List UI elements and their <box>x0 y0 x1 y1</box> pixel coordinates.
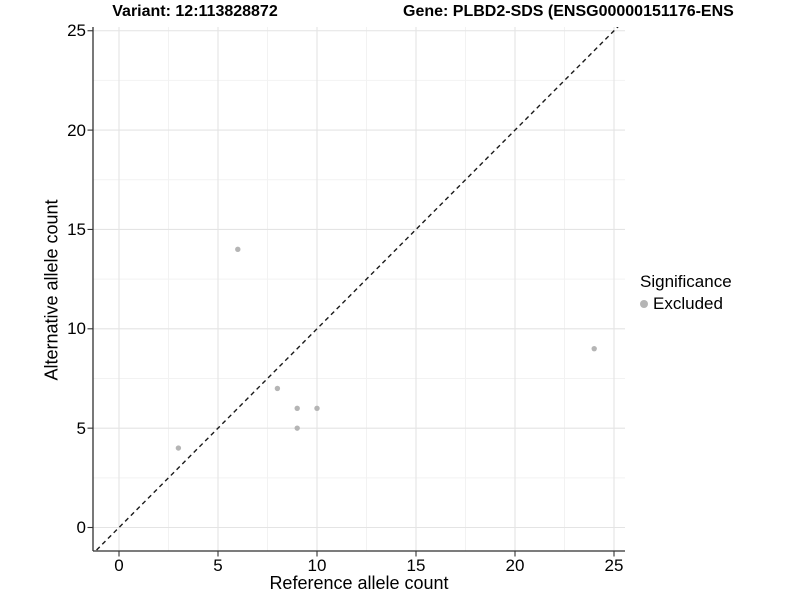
legend-item-label: Excluded <box>653 294 723 313</box>
y-tick-label: 10 <box>67 319 86 339</box>
identity-line <box>94 27 619 551</box>
data-point <box>274 385 281 392</box>
x-tick-label: 20 <box>505 556 525 575</box>
y-tick-label: 0 <box>76 518 86 537</box>
data-point <box>235 246 241 253</box>
x-axis-title: Reference allele count <box>269 573 449 593</box>
data-point <box>175 445 182 451</box>
legend-title: Significance <box>640 272 732 291</box>
plot-title-variant: Variant: 12:113828872 <box>112 3 278 20</box>
x-tick-label: 15 <box>406 556 426 575</box>
x-tick-label: 10 <box>307 556 327 575</box>
y-tick-label: 5 <box>76 418 86 438</box>
data-point <box>294 425 300 431</box>
data-point <box>591 345 597 352</box>
plot-panel <box>87 27 625 557</box>
legend: Significance Excluded <box>640 271 732 314</box>
y-tick-label: 15 <box>67 219 86 239</box>
y-tick-label: 25 <box>67 21 86 41</box>
x-tick-label: 5 <box>213 556 223 575</box>
data-point <box>294 405 300 411</box>
legend-key-dot-icon <box>640 299 648 308</box>
plot-title-gene: Gene: PLBD2-SDS (ENSG00000151176-ENS <box>403 3 734 20</box>
x-tick-label: 0 <box>114 556 124 575</box>
y-tick-label: 20 <box>67 120 86 140</box>
legend-item: Excluded <box>640 293 732 314</box>
x-tick-label: 25 <box>604 556 624 575</box>
legend-items: Excluded <box>640 293 732 314</box>
data-point <box>314 405 320 411</box>
